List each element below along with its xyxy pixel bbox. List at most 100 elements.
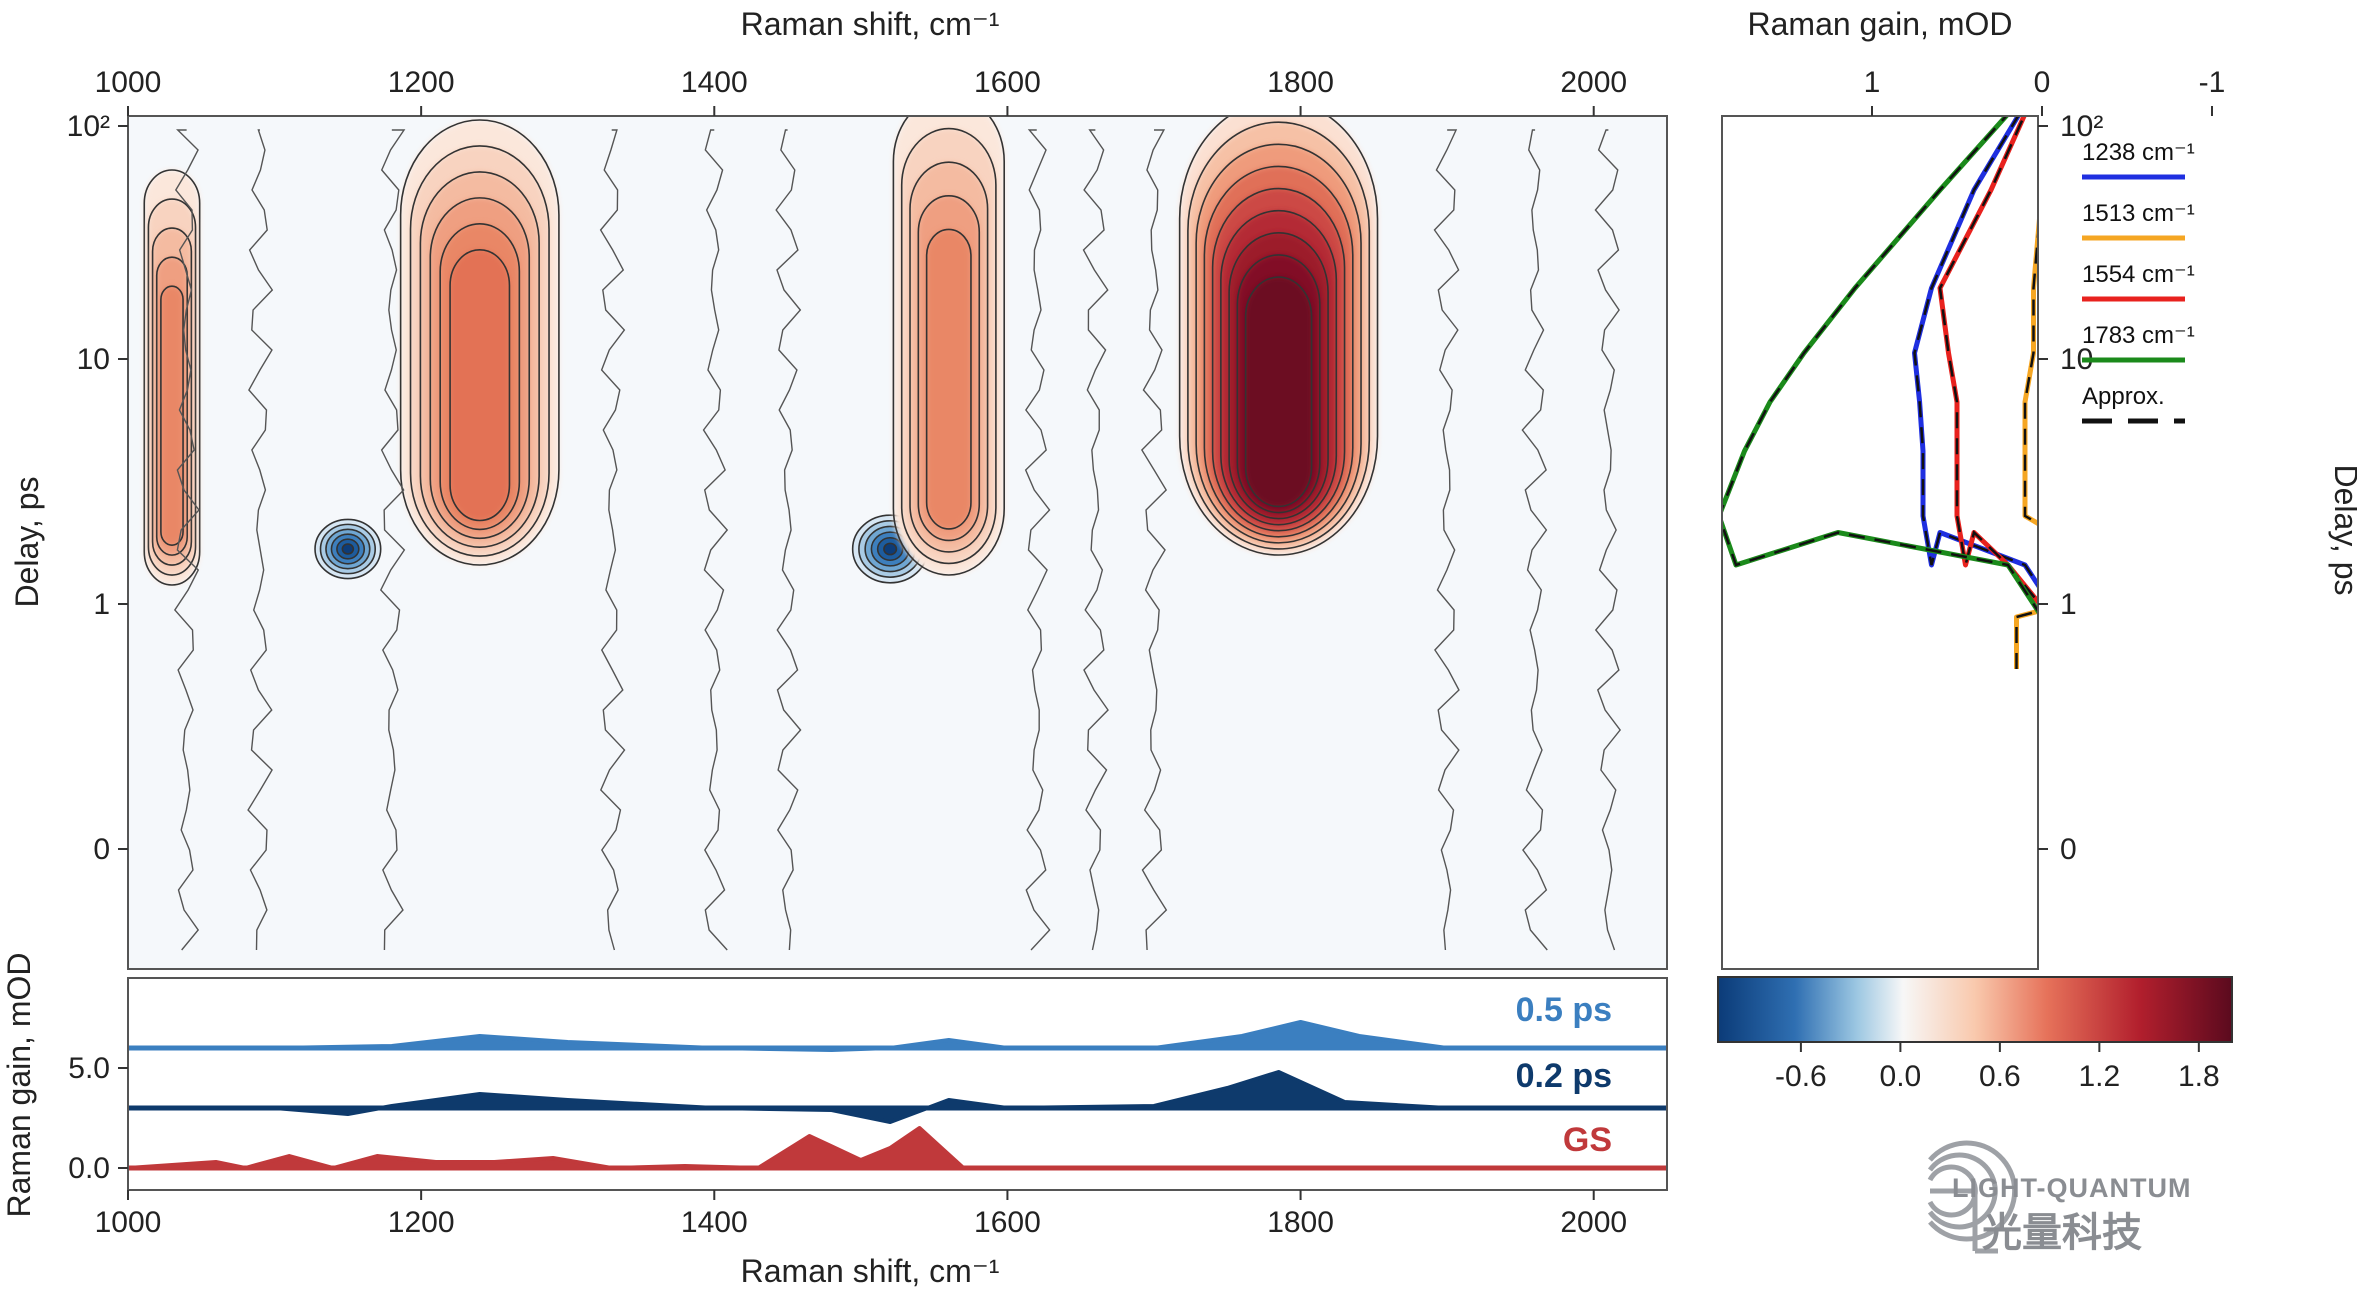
- heatmap-y-axis-label: Delay, ps: [9, 476, 45, 607]
- heatmap-contour-1560-0: [892, 116, 1005, 576]
- heatmap-contour-1030-3: [155, 256, 189, 556]
- legend-label-4: Approx.: [2082, 383, 2165, 410]
- heatmap-top-tick-label: 2000: [1560, 66, 1627, 99]
- spectrum-area-0: [128, 1020, 1667, 1052]
- heatmap-negative-peak-1520-level-5: [883, 543, 897, 555]
- heatmap-contour-1785-0: [1178, 116, 1379, 556]
- logo-mark-icon: [1927, 1140, 2018, 1254]
- heatmap-negative-contour-1150-3: [330, 533, 366, 565]
- spectra-panel: 1000 1200 1400 1600 1800 2000 5.0 0.0 0.5 ps 0…: [1, 953, 1668, 1289]
- heatmap-contour-1785-8: [1244, 276, 1313, 508]
- heatmap-background-contour-4: [702, 129, 729, 951]
- spectra-y-tick-label: 0.0: [68, 1152, 110, 1185]
- heatmap-y-tick-label: 10²: [67, 110, 110, 143]
- heatmap-negative-contour-1150-5: [341, 543, 355, 555]
- heatmap-contour-1785-3: [1203, 165, 1354, 538]
- heatmap-contour-1560-4: [925, 228, 972, 530]
- heatmap-contour-1785-1: [1187, 121, 1371, 550]
- kinetics-frame: [1721, 115, 2039, 970]
- logo-chinese-name: 光量科技: [1982, 1210, 2142, 1256]
- spectra-x-ticks: 1000 1200 1400 1600 1800 2000: [95, 1190, 1627, 1239]
- kinetics-marks: [1722, 116, 2038, 669]
- kinetics-top-tick-label: -1: [2199, 66, 2226, 99]
- colorbar-tick-label: -0.6: [1775, 1060, 1827, 1093]
- kinetics-panel: 1 0 -1 10² 1 0 1 0 1238 cm⁻¹ 1513 cm⁻¹ 1554 cm⁻¹…: [1721, 6, 2357, 970]
- company-logo: LIGHT-QUANTUM 光量科技: [1927, 1140, 2191, 1256]
- spectra-x-tick-label: 1400: [681, 1206, 748, 1239]
- colorbar-ticks: -0.6 0.0 0.6 1.2 1.8: [1775, 1042, 2220, 1093]
- trace-label-0-5ps: 0.5 ps: [1516, 991, 1612, 1029]
- heatmap-contour-1240-5: [449, 248, 511, 522]
- heatmap-contour-1240-4: [439, 223, 521, 531]
- heatmap-negative-contour-1150-4: [336, 538, 360, 560]
- kinetics-top-axis-label: Raman gain, mOD: [1748, 6, 2013, 42]
- heatmap-y-tick-label: 1: [93, 588, 110, 621]
- heatmap-background-contour-10: [1521, 129, 1548, 951]
- legend-label-1: 1513 cm⁻¹: [2082, 200, 2195, 227]
- heatmap-frame: [127, 115, 1668, 970]
- kinetics-top-tick-label: 0: [2034, 66, 2051, 99]
- heatmap-top-tick-label: 1800: [1267, 66, 1334, 99]
- heatmap-top-axis-label: Raman shift, cm⁻¹: [741, 6, 1000, 42]
- trace-label-gs: GS: [1563, 1121, 1612, 1159]
- heatmap-contour-1240-1: [409, 145, 550, 557]
- heatmap-contour-1030-1: [147, 198, 197, 576]
- heatmap-peak-1240-level-5: [450, 249, 510, 521]
- heatmap-background-contour-2: [379, 129, 406, 951]
- heatmap-contour-1785-2: [1195, 143, 1362, 544]
- heatmap-y-tick-label: 10: [77, 343, 110, 376]
- heatmap-contour-1030-0: [143, 169, 201, 586]
- heatmap-background-contour-6: [1024, 129, 1051, 951]
- heatmap-contour-1030-2: [151, 227, 193, 566]
- kinetics-y-axis-label: Delay, ps: [2328, 464, 2357, 595]
- kinetics-y-tick-label: 0: [2060, 833, 2077, 866]
- legend-label-0: 1238 cm⁻¹: [2082, 139, 2195, 166]
- spectra-y-ticks: 5.0 0.0: [68, 1052, 128, 1185]
- kinetics-approx-1: [2015, 221, 2038, 669]
- heatmap-top-tick-label: 1000: [95, 66, 162, 99]
- trace-label-0-2ps: 0.2 ps: [1516, 1057, 1612, 1095]
- spectra-frame: [127, 977, 1668, 1191]
- heatmap-background-contour-1: [247, 129, 274, 951]
- kinetics-legend: 1238 cm⁻¹ 1513 cm⁻¹ 1554 cm⁻¹ 1783 cm⁻¹ Appr…: [2082, 139, 2195, 424]
- colorbar-tick-label: 1.2: [2078, 1060, 2120, 1093]
- heatmap-marks: [143, 116, 1622, 951]
- heatmap-peak-1030-level-4: [160, 286, 184, 546]
- heatmap-contour-1785-5: [1220, 209, 1338, 526]
- heatmap-background-contour-0: [173, 129, 200, 951]
- heatmap-top-tick-label: 1600: [974, 66, 1041, 99]
- heatmap-background-contour-7: [1082, 129, 1109, 951]
- heatmap-background-contour-9: [1433, 129, 1460, 951]
- heatmap-contour-1240-2: [419, 171, 540, 548]
- legend-label-2: 1554 cm⁻¹: [2082, 261, 2195, 288]
- heatmap-negative-contour-1520-4: [876, 536, 904, 562]
- heatmap-contour-1560-3: [917, 195, 981, 542]
- spectra-x-tick-label: 1200: [388, 1206, 455, 1239]
- spectra-x-tick-label: 1000: [95, 1206, 162, 1239]
- heatmap-negative-contour-1150-1: [319, 523, 377, 575]
- kinetics-approx-0: [1913, 116, 2038, 588]
- spectra-y-tick-label: 5.0: [68, 1052, 110, 1085]
- heatmap-negative-contour-1150-2: [325, 528, 371, 570]
- heatmap-contour-1560-2: [909, 161, 989, 553]
- heatmap-background-contour-5: [775, 129, 802, 951]
- heatmap-background-contour-8: [1140, 129, 1168, 951]
- spectra-x-tick-label: 1800: [1267, 1206, 1334, 1239]
- heatmap-top-ticks: 1000 1200 1400 1600 1800 2000: [95, 66, 1627, 116]
- heatmap-top-tick-label: 1400: [681, 66, 748, 99]
- kinetics-approx-3: [1722, 116, 2038, 614]
- heatmap-negative-contour-1150-0: [314, 518, 382, 580]
- spectra-x-axis-label: Raman shift, cm⁻¹: [741, 1253, 1000, 1289]
- colorbar: -0.6 0.0 0.6 1.2 1.8: [1717, 976, 2233, 1093]
- heatmap-contour-1785-7: [1236, 254, 1321, 514]
- heatmap-negative-contour-1520-5: [883, 542, 898, 556]
- logo-english-name: LIGHT-QUANTUM: [1952, 1173, 2191, 1203]
- spectra-x-tick-label: 2000: [1560, 1206, 1627, 1239]
- colorbar-tick-label: 0.0: [1880, 1060, 1922, 1093]
- heatmap-top-tick-label: 1200: [388, 66, 455, 99]
- spectra-marks: [128, 1020, 1667, 1171]
- colorbar-tick-label: 0.6: [1979, 1060, 2021, 1093]
